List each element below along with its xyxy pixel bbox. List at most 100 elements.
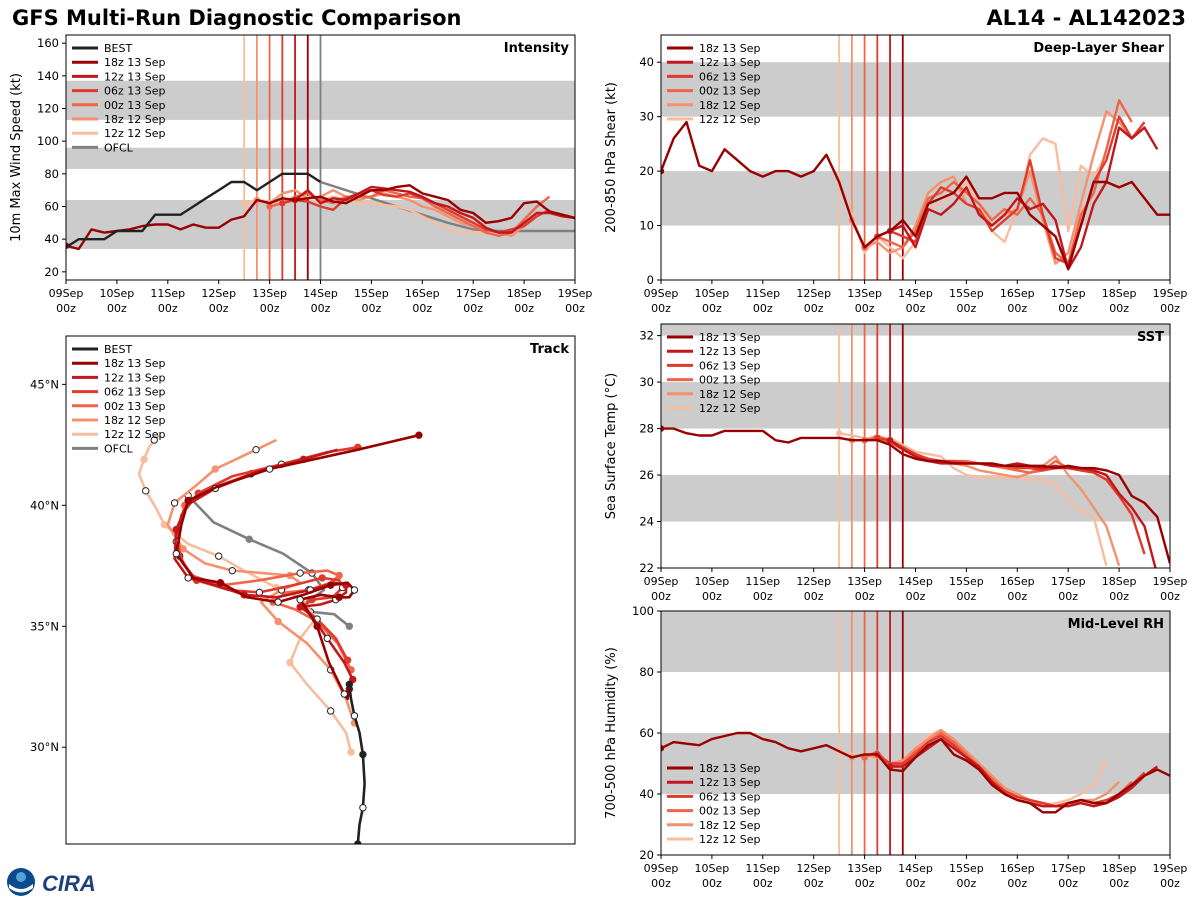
intensity-x-tick-label: 00z — [514, 302, 534, 315]
track-point — [349, 675, 357, 684]
intensity-init-marker — [279, 200, 286, 207]
sst-x-tick-label: 19Sep — [1153, 575, 1188, 588]
intensity-legend-label: 18z 12 Sep — [104, 113, 166, 126]
sst-x-tick-label: 00z — [1058, 590, 1078, 603]
shear-y-tick-label: 40 — [639, 55, 654, 69]
track-point — [313, 622, 321, 630]
shear-x-tick-label: 13Sep — [847, 287, 882, 300]
intensity-y-tick-label: 160 — [37, 36, 59, 50]
track-point — [140, 455, 148, 464]
track-line — [187, 494, 351, 628]
shear-y-axis-label: 200-850 hPa Shear (kt) — [604, 82, 619, 233]
track-point — [184, 496, 192, 505]
sst-init-marker — [886, 436, 894, 444]
rh-panel: 20 40 60 80 100 09Sep 00z 10Sep 00z 11Sep 00z 12Sep… — [604, 604, 1187, 890]
sst-y-tick-label: 26 — [639, 468, 654, 482]
rh-x-tick-label: 16Sep — [1000, 862, 1035, 875]
intensity-x-tick-label: 00z — [412, 302, 432, 315]
track-point — [265, 465, 274, 473]
sst-legend-label: 18z 12 Sep — [699, 388, 761, 401]
track-point — [323, 634, 331, 643]
track-point — [150, 436, 158, 444]
sst-init-marker — [661, 425, 665, 432]
shear-legend-label: 06z 13 Sep — [699, 70, 761, 83]
track-point — [274, 598, 282, 606]
shear-y-tick-label: 30 — [639, 110, 654, 124]
shear-y-tick-label: 10 — [639, 219, 654, 233]
intensity-x-tick-label: 00z — [565, 302, 585, 315]
intensity-x-tick-label: 10Sep — [100, 287, 135, 300]
sst-x-tick-label: 14Sep — [898, 575, 933, 588]
track-point — [326, 581, 335, 589]
shear-x-tick-label: 18Sep — [1102, 287, 1137, 300]
shear-x-tick-label: 00z — [702, 302, 722, 315]
track-point — [326, 707, 335, 715]
shear-legend-label: 00z 13 Sep — [699, 85, 761, 98]
intensity-x-tick-label: 14Sep — [303, 287, 338, 300]
rh-legend-label: 18z 13 Sep — [699, 762, 761, 775]
sst-x-tick-label: 16Sep — [1000, 575, 1035, 588]
track-legend-label: 12z 12 Sep — [104, 428, 166, 441]
track-legend-label: 00z 13 Sep — [104, 400, 166, 413]
shear-panel: 0 10 20 30 40 09Sep 00z 10Sep 00z 11Sep 00z 12Sep 00… — [604, 34, 1187, 315]
shear-x-tick-label: 00z — [855, 302, 875, 315]
sst-series-line — [661, 427, 1170, 564]
rh-x-tick-label: 11Sep — [745, 862, 780, 875]
intensity-x-tick-label: 18Sep — [507, 287, 542, 300]
track-y-tick-label: 30°N — [30, 740, 59, 754]
track-point — [228, 566, 236, 575]
intensity-x-tick-label: 17Sep — [456, 287, 491, 300]
shear-x-tick-label: 14Sep — [898, 287, 933, 300]
sst-x-tick-label: 00z — [753, 590, 773, 603]
sst-x-tick-label: 13Sep — [847, 575, 882, 588]
shear-init-marker — [661, 167, 665, 175]
intensity-x-tick-label: 00z — [158, 302, 178, 315]
rh-x-tick-label: 09Sep — [644, 862, 679, 875]
shear-x-tick-label: 00z — [1109, 302, 1129, 315]
intensity-x-tick-label: 19Sep — [558, 287, 593, 300]
intensity-x-tick-label: 00z — [463, 302, 483, 315]
intensity-legend-label: 12z 12 Sep — [104, 127, 166, 140]
rh-x-tick-label: 13Sep — [847, 862, 882, 875]
sst-x-tick-label: 00z — [906, 590, 926, 603]
shear-y-tick-label: 0 — [647, 273, 654, 287]
rh-x-tick-label: 14Sep — [898, 862, 933, 875]
rh-y-axis-label: 700-500 hPa Humidity (%) — [604, 647, 619, 819]
track-point — [345, 622, 354, 630]
shear-series-line — [837, 137, 1108, 260]
sst-x-tick-label: 18Sep — [1102, 575, 1137, 588]
shear-x-tick-label: 09Sep — [644, 287, 679, 300]
shear-x-tick-label: 00z — [753, 302, 773, 315]
sst-y-tick-label: 24 — [639, 515, 654, 529]
intensity-x-tick-label: 13Sep — [252, 287, 287, 300]
intensity-x-tick-label: 09Sep — [49, 287, 84, 300]
rh-x-tick-label: 15Sep — [949, 862, 984, 875]
track-point — [335, 593, 343, 601]
sst-panel-title: SST — [1137, 330, 1164, 345]
track-point — [172, 550, 180, 558]
track-point — [359, 804, 367, 812]
intensity-series-line — [66, 184, 575, 251]
rh-x-tick-label: 00z — [753, 877, 773, 890]
shear-x-tick-label: 12Sep — [796, 287, 831, 300]
sst-legend-label: 06z 13 Sep — [699, 359, 761, 372]
rh-x-tick-label: 10Sep — [695, 862, 730, 875]
rh-x-tick-label: 00z — [1058, 877, 1078, 890]
intensity-x-tick-label: 00z — [362, 302, 382, 315]
rh-y-tick-label: 20 — [639, 848, 654, 862]
track-line — [173, 448, 354, 681]
shear-x-tick-label: 00z — [651, 302, 671, 315]
sst-legend-label: 12z 13 Sep — [699, 345, 761, 358]
shear-panel-title: Deep-Layer Shear — [1033, 41, 1164, 56]
intensity-panel-title: Intensity — [504, 41, 570, 56]
track-point — [179, 545, 187, 553]
sst-x-tick-label: 00z — [1109, 590, 1129, 603]
track-point — [252, 445, 260, 454]
sst-shaded-band — [661, 382, 1170, 429]
intensity-legend-label: 12z 13 Sep — [104, 70, 166, 83]
rh-x-tick-label: 18Sep — [1102, 862, 1137, 875]
